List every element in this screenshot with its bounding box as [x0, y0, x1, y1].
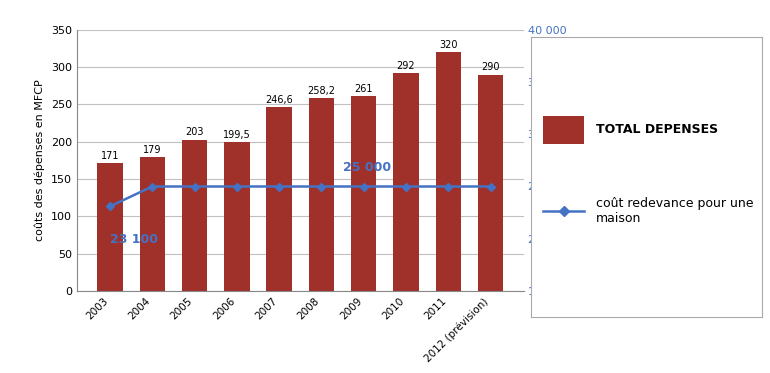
Bar — [478, 75, 504, 291]
coût redevance pour une
maison — [401, 184, 410, 189]
Bar — [309, 98, 334, 291]
Text: 179: 179 — [143, 145, 162, 155]
Bar — [393, 73, 419, 291]
Text: 292: 292 — [397, 61, 415, 71]
coût redevance pour une
maison — [105, 204, 115, 209]
coût redevance pour une
maison — [316, 184, 326, 189]
Text: 203: 203 — [186, 127, 204, 137]
Bar — [139, 157, 165, 291]
coût redevance pour une
maison — [359, 184, 368, 189]
Bar — [97, 163, 122, 291]
Y-axis label: coûts des dépenses en MFCP: coûts des dépenses en MFCP — [35, 79, 45, 241]
Text: 171: 171 — [101, 151, 119, 161]
Text: 290: 290 — [481, 62, 500, 72]
Text: 23 100: 23 100 — [110, 233, 158, 247]
Line: coût redevance pour une
maison: coût redevance pour une maison — [107, 184, 494, 209]
Text: 246,6: 246,6 — [266, 95, 293, 105]
coût redevance pour une
maison — [444, 184, 453, 189]
Text: 261: 261 — [354, 84, 373, 94]
Text: coût redevance pour une
maison: coût redevance pour une maison — [596, 197, 754, 225]
coût redevance pour une
maison — [190, 184, 199, 189]
Text: TOTAL DEPENSES: TOTAL DEPENSES — [596, 123, 718, 136]
Bar — [182, 140, 207, 291]
Text: 199,5: 199,5 — [223, 130, 251, 140]
Bar — [224, 142, 249, 291]
Bar — [351, 96, 377, 291]
FancyBboxPatch shape — [543, 116, 584, 144]
Text: 25 000: 25 000 — [343, 161, 390, 174]
coût redevance pour une
maison — [275, 184, 284, 189]
Bar — [436, 52, 461, 291]
coût redevance pour une
maison — [486, 184, 495, 189]
coût redevance pour une
maison — [233, 184, 242, 189]
Text: 258,2: 258,2 — [307, 86, 336, 96]
Text: 320: 320 — [439, 40, 457, 50]
Bar — [266, 107, 292, 291]
coût redevance pour une
maison — [148, 184, 157, 189]
